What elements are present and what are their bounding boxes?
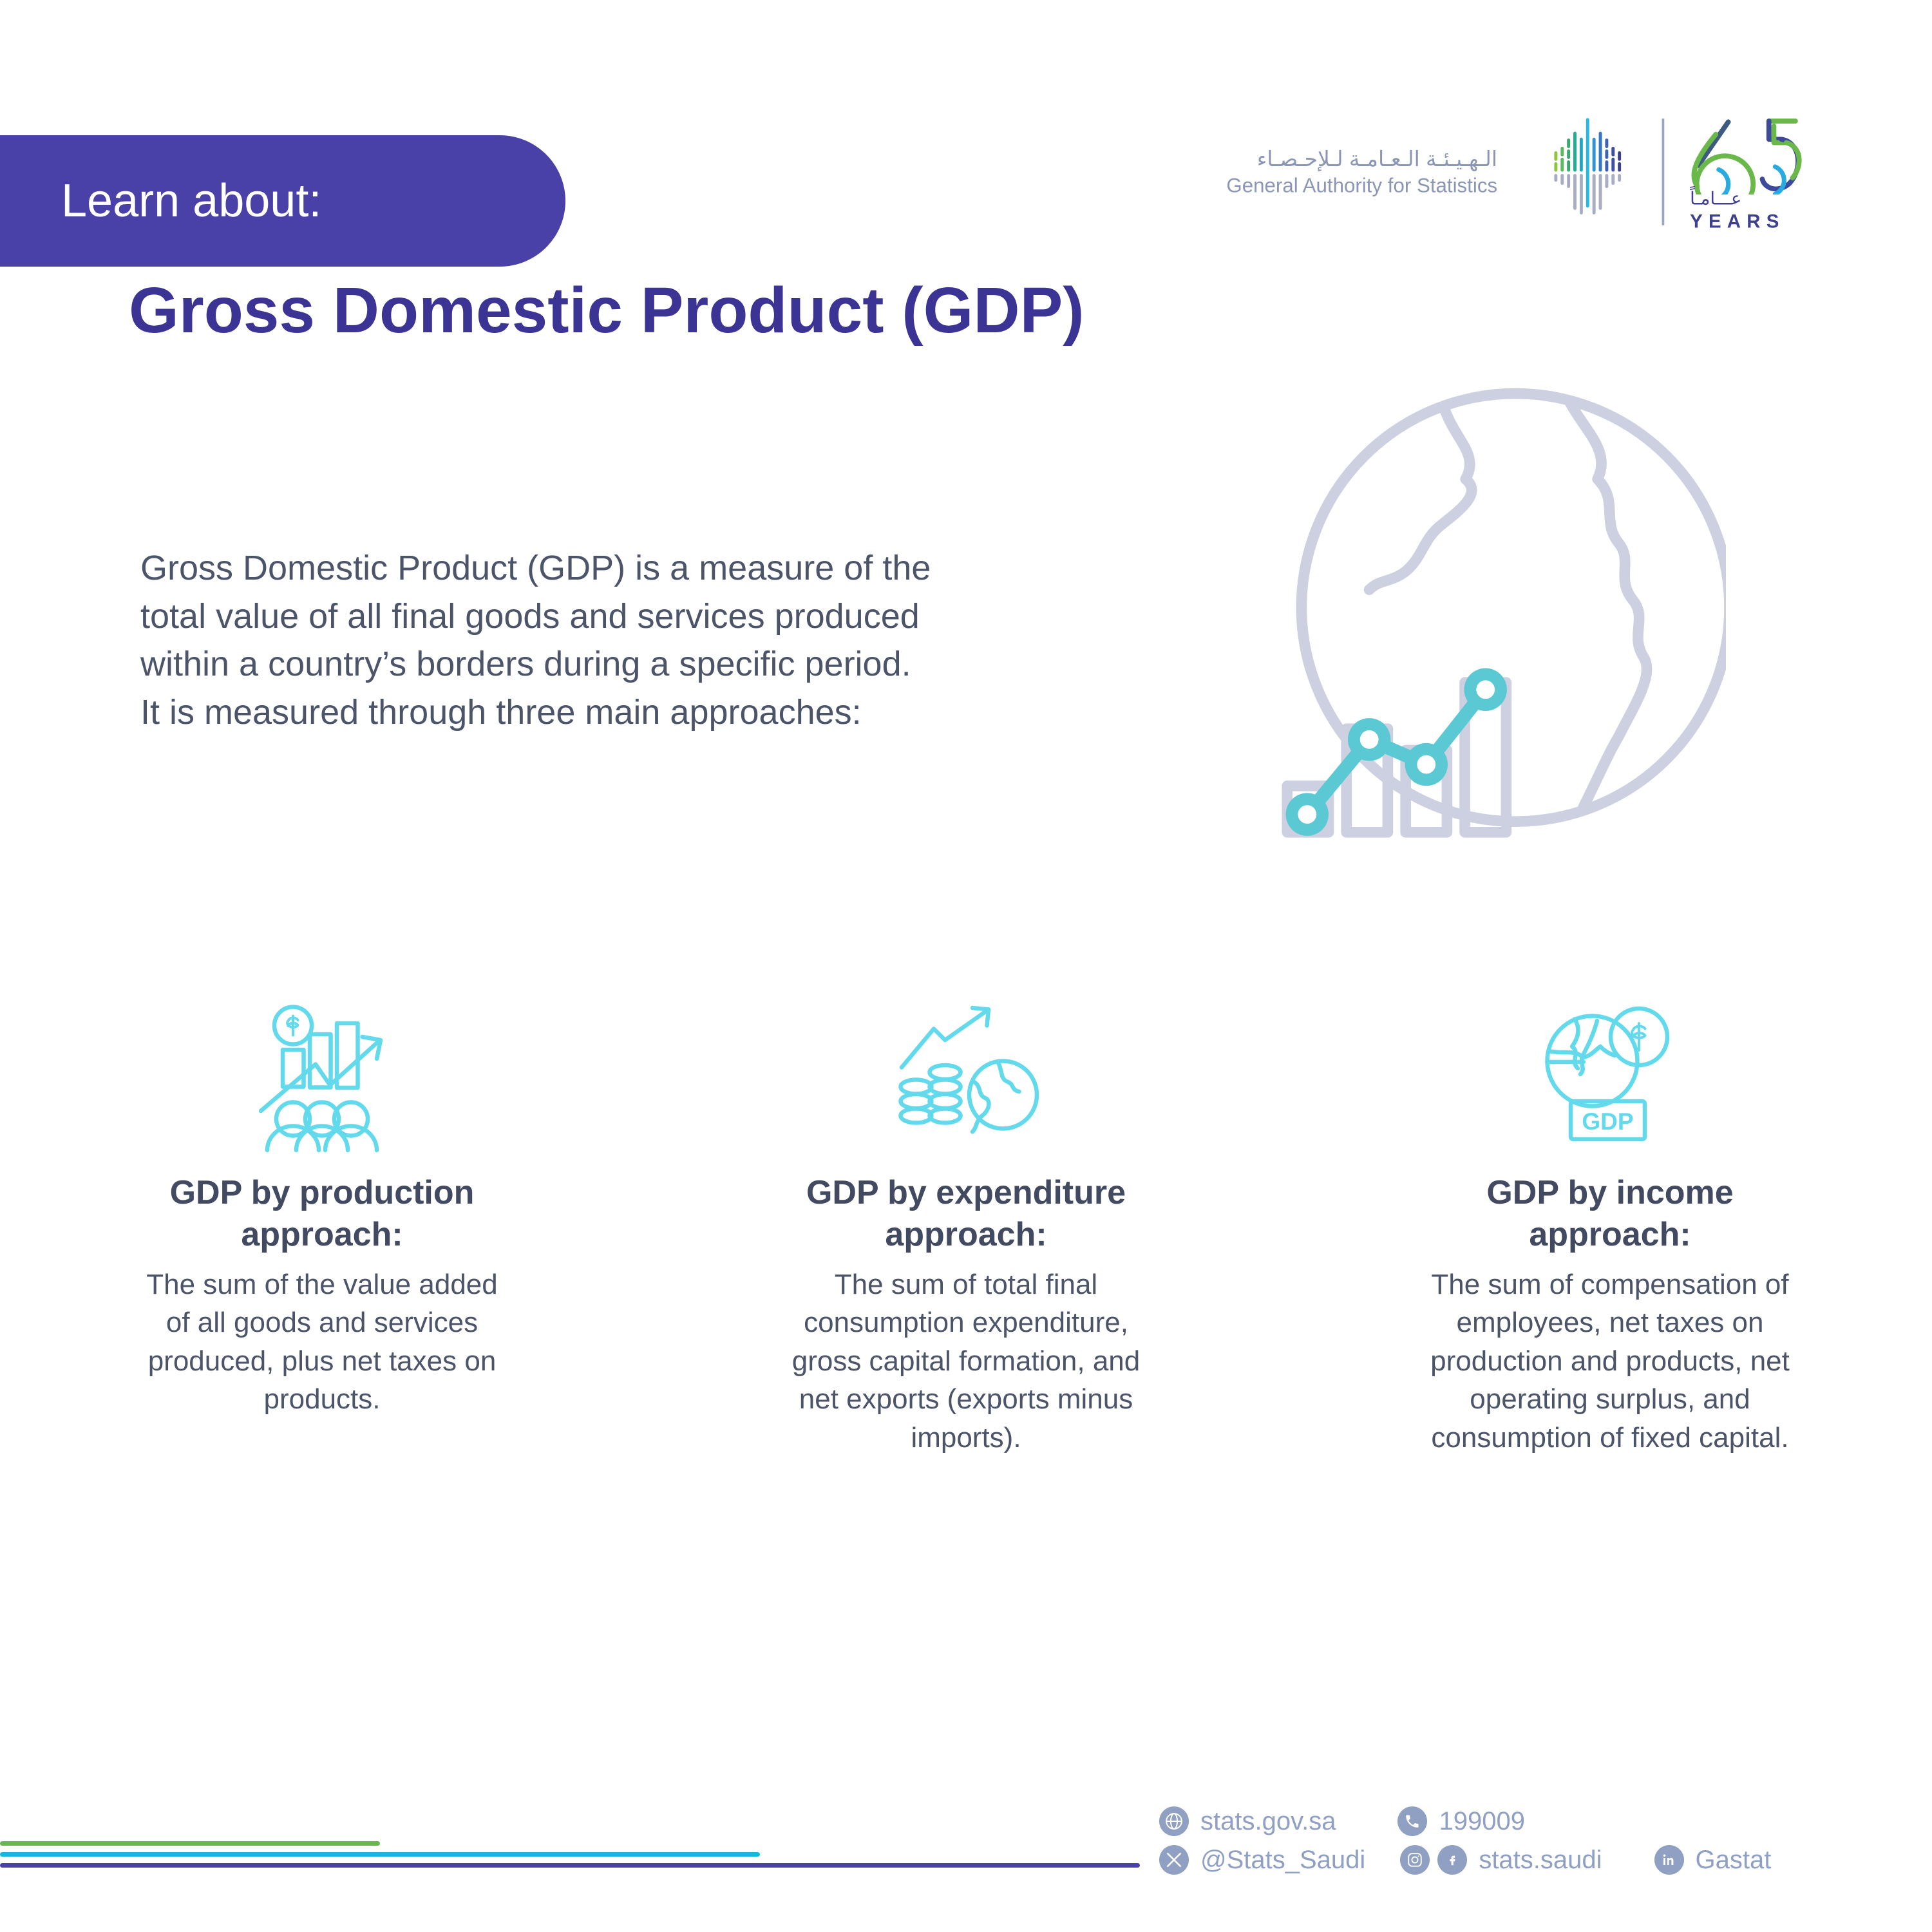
svg-text:GDP: GDP bbox=[1582, 1108, 1633, 1135]
